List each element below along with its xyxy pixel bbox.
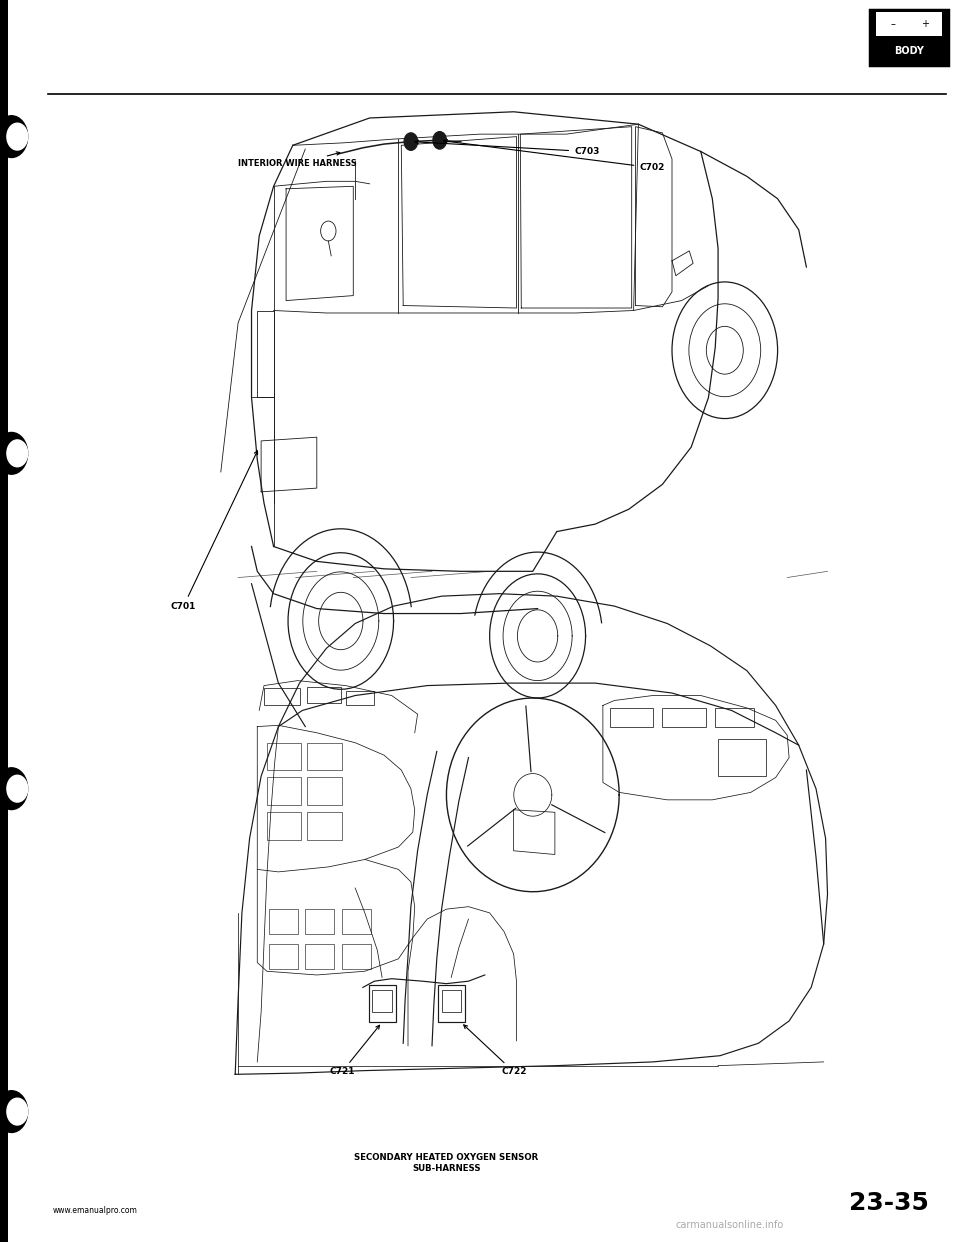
Bar bbox=[307, 777, 342, 805]
Bar bbox=[267, 812, 301, 840]
Circle shape bbox=[7, 440, 28, 467]
Bar bbox=[342, 944, 371, 969]
Bar bbox=[264, 688, 300, 705]
Circle shape bbox=[0, 116, 28, 158]
Text: +: + bbox=[921, 19, 929, 29]
Text: C721: C721 bbox=[329, 1026, 379, 1077]
Text: www.emanualpro.com: www.emanualpro.com bbox=[53, 1206, 137, 1215]
Circle shape bbox=[0, 768, 28, 810]
Bar bbox=[718, 739, 766, 776]
Bar bbox=[438, 985, 465, 1022]
Bar bbox=[305, 944, 334, 969]
Text: BODY: BODY bbox=[894, 46, 924, 56]
Circle shape bbox=[7, 775, 28, 802]
Text: C702: C702 bbox=[444, 139, 664, 173]
Bar bbox=[307, 687, 341, 703]
Bar bbox=[307, 743, 342, 770]
Bar bbox=[442, 990, 461, 1012]
Bar bbox=[267, 777, 301, 805]
Text: INTERIOR WIRE HARNESS: INTERIOR WIRE HARNESS bbox=[238, 152, 357, 169]
Circle shape bbox=[404, 133, 418, 150]
FancyBboxPatch shape bbox=[870, 10, 948, 65]
Circle shape bbox=[7, 1098, 28, 1125]
Text: C703: C703 bbox=[415, 140, 599, 156]
Bar bbox=[269, 909, 298, 934]
Bar bbox=[0, 0, 8, 1242]
Bar bbox=[369, 985, 396, 1022]
Bar bbox=[307, 812, 342, 840]
Text: 23-35: 23-35 bbox=[850, 1191, 929, 1215]
Text: SECONDARY HEATED OXYGEN SENSOR
SUB-HARNESS: SECONDARY HEATED OXYGEN SENSOR SUB-HARNE… bbox=[354, 1153, 539, 1174]
Bar bbox=[305, 909, 334, 934]
Circle shape bbox=[433, 132, 446, 149]
Bar bbox=[342, 909, 371, 934]
FancyBboxPatch shape bbox=[876, 12, 942, 36]
Text: C722: C722 bbox=[464, 1025, 527, 1077]
Text: –: – bbox=[891, 19, 896, 29]
Text: C701: C701 bbox=[171, 451, 257, 611]
Circle shape bbox=[0, 1090, 28, 1133]
Bar bbox=[346, 691, 374, 705]
Bar bbox=[715, 708, 754, 727]
Bar bbox=[267, 743, 301, 770]
Bar bbox=[662, 708, 706, 727]
Text: carmanualsonline.info: carmanualsonline.info bbox=[676, 1220, 783, 1230]
Bar bbox=[610, 708, 653, 727]
Circle shape bbox=[7, 123, 28, 150]
Circle shape bbox=[0, 432, 28, 474]
Bar bbox=[269, 944, 298, 969]
Bar bbox=[372, 990, 392, 1012]
